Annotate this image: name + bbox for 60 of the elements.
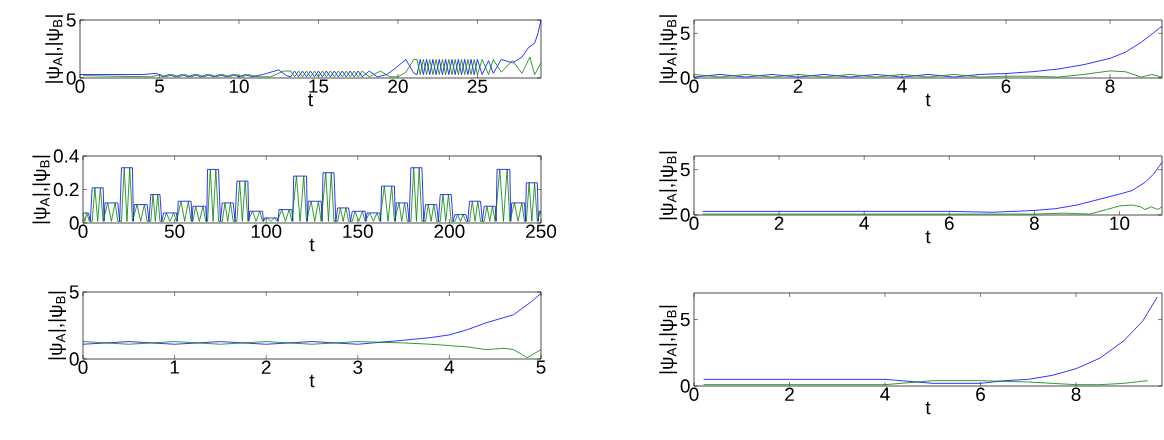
x-tick-label: 3 — [353, 360, 363, 374]
x-tick-label: 200 — [434, 224, 465, 238]
y-axis-title: |ψ$_{A}$|,|ψ$_{B}$| — [659, 305, 678, 374]
y-tick-label: 5 — [680, 162, 690, 177]
x-tick-label: 8 — [1029, 216, 1039, 230]
x-tick-label: 4 — [444, 360, 455, 374]
line-series — [82, 56, 542, 78]
x-axis-title: t — [925, 401, 931, 415]
y-tick-label: 5 — [66, 13, 76, 27]
line-series — [79, 19, 542, 78]
x-axis-title: t — [925, 93, 931, 107]
x-axis-title: t — [308, 93, 314, 107]
x-tick-label: 2 — [774, 216, 784, 230]
y-tick-label: 0.4 — [53, 149, 79, 163]
y-axis-title: |ψ$_{A}$|,|ψ$_{B}$| — [45, 15, 64, 83]
x-tick-label: 4 — [897, 79, 907, 93]
x-tick-label: 5 — [536, 360, 546, 374]
x-tick-label: 20 — [388, 79, 408, 93]
x-tick-label: 2 — [261, 360, 271, 374]
x-tick-label: 2 — [793, 79, 803, 93]
x-tick-label: 2 — [785, 387, 794, 401]
y-axis-title: |ψ$_{A}$|,|ψ$_{B}$| — [32, 155, 51, 224]
x-axis-title: t — [309, 238, 315, 252]
x-tick-label: 6 — [976, 387, 985, 401]
x-tick-label: 0 — [78, 360, 88, 374]
x-tick-label: 1 — [170, 360, 179, 374]
x-tick-label: 10 — [229, 79, 249, 93]
x-tick-label: 10 — [1110, 216, 1130, 230]
x-tick-label: 6 — [1001, 79, 1011, 93]
x-tick-label: 4 — [859, 216, 869, 230]
x-tick-label: 0 — [689, 216, 699, 230]
line-series — [693, 70, 1163, 78]
y-tick-label: 0.2 — [53, 182, 79, 197]
x-axis-title: t — [925, 230, 931, 244]
line-series — [82, 341, 542, 359]
x-tick-label: 6 — [944, 216, 954, 230]
line-series — [702, 161, 1163, 213]
line-series — [82, 167, 542, 222]
x-tick-label: 0 — [78, 224, 88, 238]
x-tick-label: 8 — [1071, 387, 1081, 401]
line-series — [82, 292, 542, 345]
x-tick-label: 8 — [1105, 79, 1115, 93]
x-tick-label: 0 — [689, 79, 699, 93]
x-tick-label: 15 — [309, 79, 329, 93]
x-tick-label: 5 — [154, 79, 164, 93]
y-tick-label: 5 — [680, 312, 690, 327]
y-axis-title: |ψ$_{A}$|,|ψ$_{B}$| — [659, 151, 678, 220]
x-tick-label: 0 — [689, 387, 699, 401]
y-axis-title: |ψ$_{A}$|,|ψ$_{B}$| — [659, 15, 678, 83]
line-series — [703, 296, 1158, 384]
x-tick-label: 150 — [343, 224, 373, 238]
y-tick-label: 5 — [680, 26, 690, 41]
x-tick-label: 4 — [880, 387, 890, 401]
x-tick-label: 50 — [164, 224, 185, 238]
x-tick-label: 250 — [526, 224, 557, 238]
y-tick-label: 5 — [69, 285, 79, 299]
x-tick-label: 100 — [251, 224, 282, 238]
y-axis-title: |ψ$_{A}$|,|ψ$_{B}$| — [48, 291, 67, 360]
x-axis-title: t — [309, 374, 315, 388]
x-tick-label: 25 — [467, 79, 488, 93]
